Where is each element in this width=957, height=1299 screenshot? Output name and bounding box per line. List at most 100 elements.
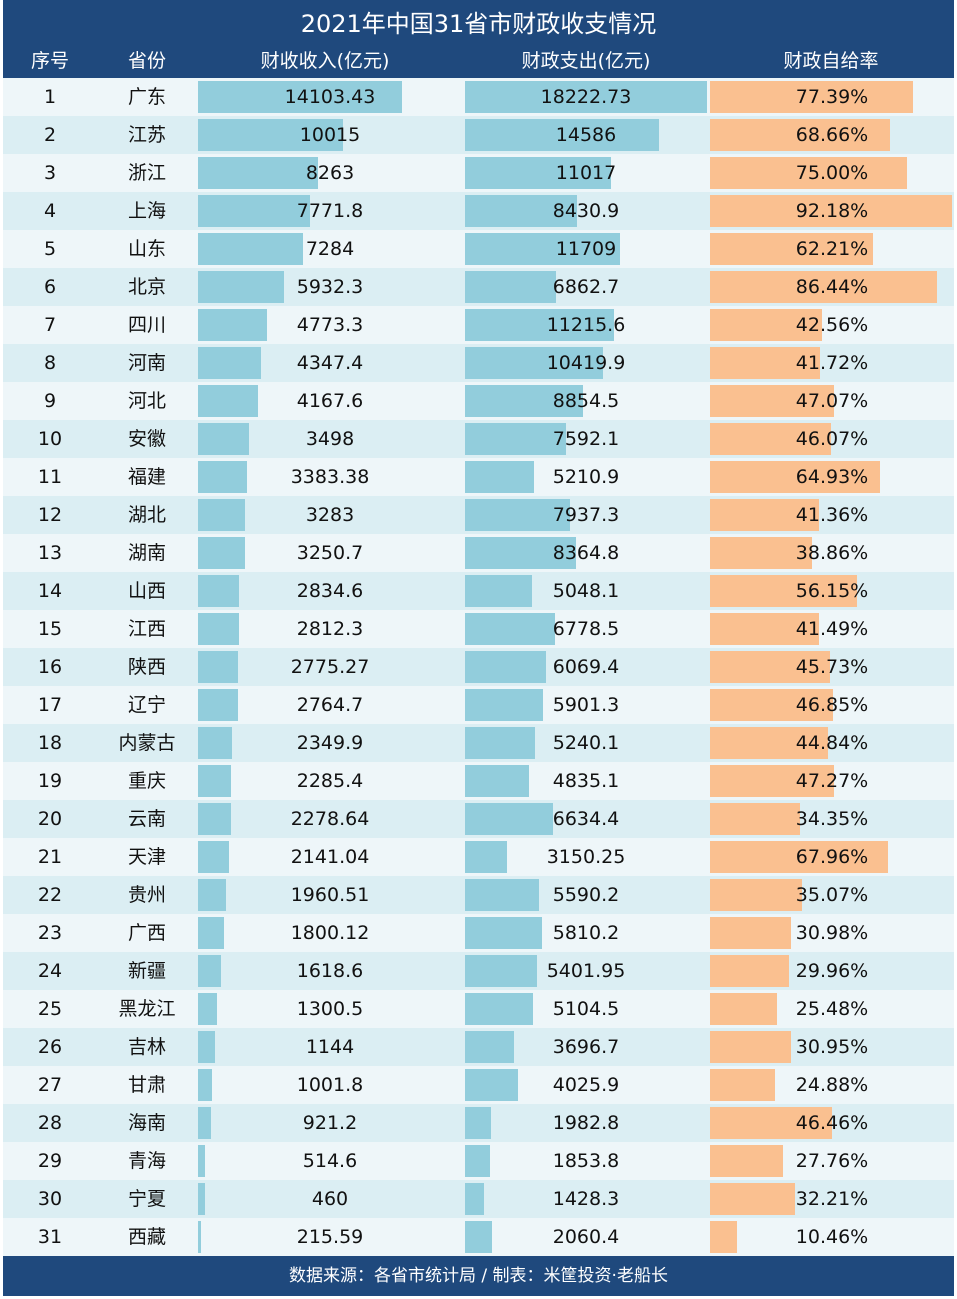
rate-bar (710, 613, 819, 645)
income-bar (198, 1107, 212, 1139)
income-bar (198, 537, 246, 569)
expense-bar (465, 765, 530, 797)
expense-label: 3696.7 (552, 1036, 620, 1058)
income-bar (198, 689, 238, 721)
rate-label: 24.88% (795, 1074, 869, 1096)
income-label: 514.6 (302, 1150, 358, 1172)
rate-bar (710, 347, 820, 379)
income-label: 3250.7 (296, 542, 364, 564)
table-row: 22 贵州 1960.51 5590.2 35.07% (3, 876, 954, 914)
rate-label: 46.46% (795, 1112, 869, 1134)
expense-label: 8430.9 (552, 200, 620, 222)
expense-label: 5590.2 (552, 884, 620, 906)
expense-bar (465, 309, 614, 341)
rate-bar (710, 81, 914, 113)
expense-bar (465, 233, 621, 265)
income-label: 2775.27 (290, 656, 370, 678)
rate-label: 56.15% (795, 580, 869, 602)
income-bar (198, 575, 239, 607)
table-row: 18 内蒙古 2349.9 5240.1 44.84% (3, 724, 954, 762)
income-bar (198, 271, 284, 303)
rate-bar (710, 1107, 832, 1139)
rank-cell: 4 (43, 200, 57, 222)
rank-cell: 10 (37, 428, 63, 450)
expense-bar (465, 575, 533, 607)
rate-bar (710, 651, 831, 683)
rate-label: 41.72% (795, 352, 869, 374)
province-cell: 山西 (127, 580, 167, 602)
expense-label: 4025.9 (552, 1074, 620, 1096)
province-cell: 西藏 (127, 1226, 167, 1248)
rate-bar (710, 765, 835, 797)
income-bar (198, 309, 268, 341)
income-bar (198, 613, 239, 645)
rate-label: 67.96% (795, 846, 869, 868)
rate-label: 10.46% (795, 1226, 869, 1248)
table-row: 24 新疆 1618.6 5401.95 29.96% (3, 952, 954, 990)
province-cell: 江西 (127, 618, 167, 640)
table-row: 11 福建 3383.38 5210.9 64.93% (3, 458, 954, 496)
table-row: 3 浙江 8263 11017 75.00% (3, 154, 954, 192)
province-cell: 北京 (127, 276, 167, 298)
income-label: 2141.04 (290, 846, 370, 868)
table-row: 7 四川 4773.3 11215.6 42.56% (3, 306, 954, 344)
income-label: 1618.6 (296, 960, 364, 982)
expense-label: 5104.5 (552, 998, 620, 1020)
expense-label: 10419.9 (546, 352, 626, 374)
rate-label: 64.93% (795, 466, 869, 488)
income-bar (198, 803, 231, 835)
income-label: 10015 (299, 124, 361, 146)
table-row: 19 重庆 2285.4 4835.1 47.27% (3, 762, 954, 800)
rate-bar (710, 917, 792, 949)
rank-cell: 26 (37, 1036, 63, 1058)
expense-label: 5401.95 (546, 960, 626, 982)
expense-label: 5810.2 (552, 922, 620, 944)
income-bar (198, 385, 259, 417)
rate-label: 27.76% (795, 1150, 869, 1172)
expense-label: 6862.7 (552, 276, 620, 298)
income-label: 1300.5 (296, 998, 364, 1020)
rank-cell: 27 (37, 1074, 63, 1096)
income-label: 460 (311, 1188, 349, 1210)
rate-bar (710, 119, 891, 151)
income-label: 14103.43 (284, 86, 376, 108)
province-cell: 山东 (127, 238, 167, 260)
rate-bar (710, 689, 833, 721)
table-row: 1 广东 14103.43 18222.73 77.39% (3, 78, 954, 116)
province-cell: 新疆 (127, 960, 167, 982)
rank-cell: 13 (37, 542, 63, 564)
table-row: 10 安徽 3498 7592.1 46.07% (3, 420, 954, 458)
income-label: 1001.8 (296, 1074, 364, 1096)
income-label: 7771.8 (296, 200, 364, 222)
expense-bar (465, 1183, 484, 1215)
expense-label: 5048.1 (552, 580, 620, 602)
rank-cell: 12 (37, 504, 63, 526)
income-label: 5932.3 (296, 276, 364, 298)
income-bar (198, 233, 304, 265)
expense-bar (465, 81, 707, 113)
rank-cell: 31 (37, 1226, 63, 1248)
table-row: 9 河北 4167.6 8854.5 47.07% (3, 382, 954, 420)
income-label: 8263 (305, 162, 355, 184)
province-cell: 陕西 (127, 656, 167, 678)
column-header-province: 省份 (127, 50, 167, 72)
rate-bar (710, 727, 828, 759)
province-cell: 天津 (127, 846, 167, 868)
rank-cell: 30 (37, 1188, 63, 1210)
expense-bar (465, 803, 554, 835)
rate-label: 47.07% (795, 390, 869, 412)
table-row: 16 陕西 2775.27 6069.4 45.73% (3, 648, 954, 686)
expense-bar (465, 879, 540, 911)
rate-label: 44.84% (795, 732, 869, 754)
income-bar (198, 879, 227, 911)
province-cell: 湖北 (127, 504, 167, 526)
income-label: 2834.6 (296, 580, 364, 602)
province-cell: 河北 (127, 390, 167, 412)
rank-cell: 7 (43, 314, 57, 336)
expense-bar (465, 1107, 492, 1139)
expense-label: 1982.8 (552, 1112, 620, 1134)
expense-bar (465, 955, 537, 987)
table-row: 30 宁夏 460 1428.3 32.21% (3, 1180, 954, 1218)
rate-bar (710, 1031, 792, 1063)
rate-label: 25.48% (795, 998, 869, 1020)
